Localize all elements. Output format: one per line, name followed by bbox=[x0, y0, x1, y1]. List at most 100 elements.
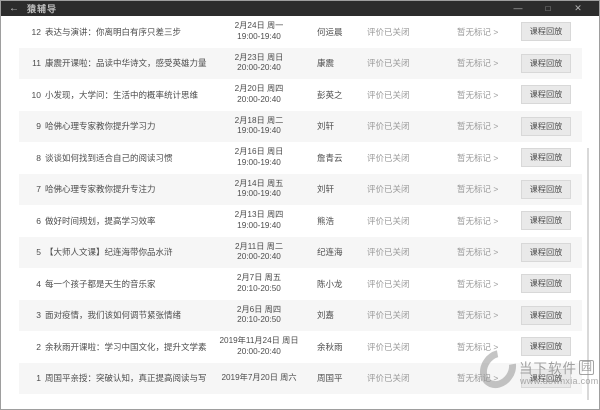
course-title: 哈佛心理专家教你提升专注力 bbox=[45, 184, 156, 195]
course-row: 3 面对疫情，我们该如何调节紧张情绪 2月6日 周四 20:10-20:50 刘… bbox=[19, 299, 582, 331]
mark-link[interactable]: 暂无标记 > bbox=[457, 247, 499, 258]
mark-link[interactable]: 暂无标记 > bbox=[457, 184, 499, 195]
course-index: 12 bbox=[31, 26, 41, 37]
course-title: 哈佛心理专家教你提升学习力 bbox=[45, 121, 156, 132]
course-datetime: 2月20日 周四 20:00-20:40 bbox=[207, 84, 311, 105]
course-time: 19:00-19:40 bbox=[237, 189, 281, 199]
course-title: 每一个孩子都是天生的音乐家 bbox=[45, 278, 156, 289]
course-time: 20:00-20:40 bbox=[237, 94, 281, 104]
course-date: 2月24日 周一 bbox=[234, 21, 284, 31]
title-bar: ← 猿辅导 — □ ✕ bbox=[1, 1, 599, 16]
mark-link[interactable]: 暂无标记 > bbox=[457, 89, 499, 100]
mark-link[interactable]: 暂无标记 > bbox=[457, 310, 499, 321]
course-date: 2019年11月24日 周日 bbox=[219, 336, 299, 346]
course-time: 19:00-19:40 bbox=[237, 157, 281, 167]
course-index: 5 bbox=[36, 247, 41, 258]
course-replay-button[interactable]: 课程回放 bbox=[521, 274, 571, 294]
mark-link[interactable]: 暂无标记 > bbox=[457, 373, 499, 384]
evaluation-status: 评价已关闭 bbox=[367, 278, 410, 289]
course-time: 19:00-19:40 bbox=[237, 220, 281, 230]
course-date: 2019年7月20日 周六 bbox=[221, 373, 297, 382]
evaluation-status: 评价已关闭 bbox=[367, 121, 410, 132]
course-title: 表达与演讲：你离明白有序只差三步 bbox=[45, 26, 182, 37]
maximize-icon[interactable]: □ bbox=[545, 4, 551, 13]
course-time: 20:10-20:50 bbox=[237, 315, 281, 325]
course-replay-button[interactable]: 课程回放 bbox=[521, 53, 571, 73]
vertical-scrollbar[interactable] bbox=[587, 148, 589, 400]
course-title: 做好时间规划，提高学习效率 bbox=[45, 215, 156, 226]
evaluation-status: 评价已关闭 bbox=[367, 89, 410, 100]
course-time: 19:00-19:40 bbox=[237, 126, 281, 136]
course-row: 2 余秋雨开课啦：学习中国文化，提升文学素养 2019年11月24日 周日 20… bbox=[19, 331, 582, 363]
course-row: 6 做好时间规划，提高学习效率 2月13日 周四 19:00-19:40 熊浩 … bbox=[19, 205, 582, 237]
course-date: 2月16日 周日 bbox=[234, 147, 284, 157]
course-replay-button[interactable]: 课程回放 bbox=[521, 305, 571, 325]
mark-link[interactable]: 暂无标记 > bbox=[457, 58, 499, 69]
course-row: 1 周国平亲授：突破认知，真正提高阅读与写作能力 2019年7月20日 周六 周… bbox=[19, 362, 582, 394]
minimize-icon[interactable]: — bbox=[513, 3, 523, 13]
course-teacher: 刘嘉 bbox=[317, 310, 335, 321]
mark-link[interactable]: 暂无标记 > bbox=[457, 26, 499, 37]
course-teacher: 熊浩 bbox=[317, 215, 335, 226]
course-datetime: 2月16日 周日 19:00-19:40 bbox=[207, 147, 311, 168]
course-time: 20:00-20:40 bbox=[237, 346, 281, 356]
mark-link[interactable]: 暂无标记 > bbox=[457, 152, 499, 163]
course-replay-button[interactable]: 课程回放 bbox=[521, 22, 571, 42]
course-index: 2 bbox=[36, 341, 41, 352]
course-row: 5 【大师人文课】纪连海带你品水浒 2月11日 周二 20:00-20:40 纪… bbox=[19, 236, 582, 268]
course-title: 谈谈如何找到适合自己的阅读习惯 bbox=[45, 152, 173, 163]
course-teacher: 康震 bbox=[317, 58, 335, 69]
mark-link[interactable]: 暂无标记 > bbox=[457, 121, 499, 132]
course-replay-button[interactable]: 课程回放 bbox=[521, 337, 571, 357]
course-row: 7 哈佛心理专家教你提升专注力 2月14日 周五 19:00-19:40 刘轩 … bbox=[19, 173, 582, 205]
course-title: 【大师人文课】纪连海带你品水浒 bbox=[45, 247, 173, 258]
evaluation-status: 评价已关闭 bbox=[367, 58, 410, 69]
evaluation-status: 评价已关闭 bbox=[367, 215, 410, 226]
course-datetime: 2019年11月24日 周日 20:00-20:40 bbox=[207, 336, 311, 357]
course-replay-button[interactable]: 课程回放 bbox=[521, 179, 571, 199]
back-icon[interactable]: ← bbox=[9, 3, 19, 14]
course-title: 周国平亲授：突破认知，真正提高阅读与写作能力 bbox=[45, 373, 207, 384]
course-time: 20:00-20:40 bbox=[237, 252, 281, 262]
course-index: 11 bbox=[32, 58, 41, 69]
course-teacher: 彭英之 bbox=[317, 89, 343, 100]
course-datetime: 2019年7月20日 周六 bbox=[207, 373, 311, 384]
course-teacher: 刘轩 bbox=[317, 121, 335, 132]
course-index: 6 bbox=[36, 215, 41, 226]
course-time: 20:10-20:50 bbox=[237, 283, 281, 293]
course-time: 19:00-19:40 bbox=[237, 31, 281, 41]
course-date: 2月18日 周二 bbox=[234, 115, 284, 125]
course-title: 余秋雨开课啦：学习中国文化，提升文学素养 bbox=[45, 341, 207, 352]
evaluation-status: 评价已关闭 bbox=[367, 341, 410, 352]
course-replay-button[interactable]: 课程回放 bbox=[521, 85, 571, 105]
course-datetime: 2月13日 周四 19:00-19:40 bbox=[207, 210, 311, 231]
course-replay-button[interactable]: 课程回放 bbox=[521, 368, 571, 388]
course-replay-button[interactable]: 课程回放 bbox=[521, 242, 571, 262]
course-title: 面对疫情，我们该如何调节紧张情绪 bbox=[45, 310, 182, 321]
evaluation-status: 评价已关闭 bbox=[367, 247, 410, 258]
close-icon[interactable]: ✕ bbox=[574, 3, 582, 13]
course-teacher: 何运晨 bbox=[317, 26, 343, 37]
mark-link[interactable]: 暂无标记 > bbox=[457, 341, 499, 352]
course-row: 8 谈谈如何找到适合自己的阅读习惯 2月16日 周日 19:00-19:40 詹… bbox=[19, 142, 582, 174]
course-row: 4 每一个孩子都是天生的音乐家 2月7日 周五 20:10-20:50 陈小龙 … bbox=[19, 268, 582, 300]
mark-link[interactable]: 暂无标记 > bbox=[457, 278, 499, 289]
course-datetime: 2月14日 周五 19:00-19:40 bbox=[207, 179, 311, 200]
course-teacher: 刘轩 bbox=[317, 184, 335, 195]
evaluation-status: 评价已关闭 bbox=[367, 184, 410, 195]
mark-link[interactable]: 暂无标记 > bbox=[457, 215, 499, 226]
course-datetime: 2月7日 周五 20:10-20:50 bbox=[207, 273, 311, 294]
course-date: 2月6日 周四 bbox=[236, 304, 282, 314]
course-replay-button[interactable]: 课程回放 bbox=[521, 116, 571, 136]
course-date: 2月11日 周二 bbox=[234, 241, 284, 251]
course-teacher: 詹青云 bbox=[317, 152, 343, 163]
course-teacher: 纪连海 bbox=[317, 247, 343, 258]
window-controls: — □ ✕ bbox=[503, 1, 593, 16]
course-list: 12 表达与演讲：你离明白有序只差三步 2月24日 周一 19:00-19:40… bbox=[2, 16, 598, 409]
course-replay-button[interactable]: 课程回放 bbox=[521, 148, 571, 168]
evaluation-status: 评价已关闭 bbox=[367, 373, 410, 384]
course-teacher: 周国平 bbox=[317, 373, 343, 384]
course-datetime: 2月11日 周二 20:00-20:40 bbox=[207, 242, 311, 263]
course-replay-button[interactable]: 课程回放 bbox=[521, 211, 571, 231]
